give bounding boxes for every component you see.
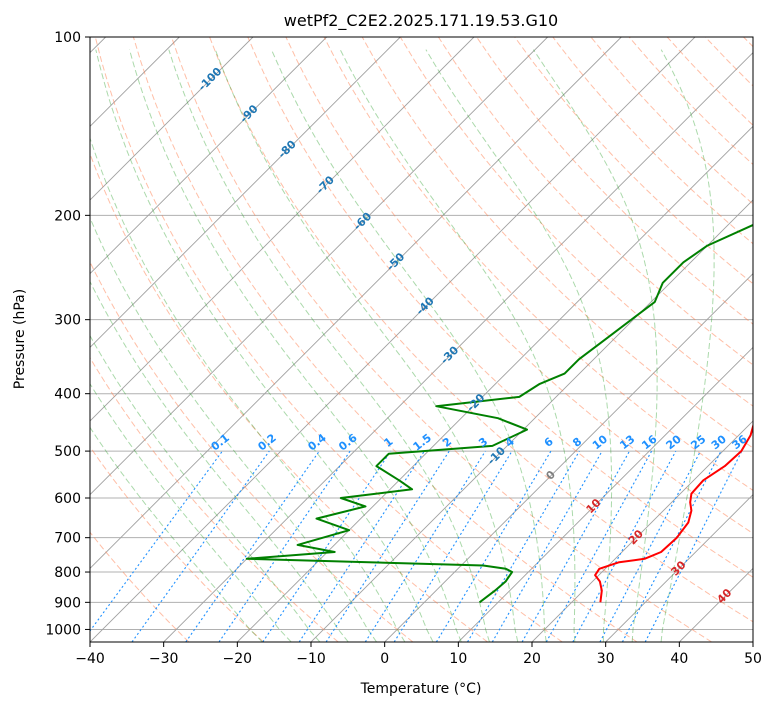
- y-tick-label: 100: [54, 30, 81, 46]
- x-tick-label: −20: [223, 651, 253, 667]
- x-tick-label: 10: [449, 651, 467, 667]
- x-tick-label: 30: [597, 651, 615, 667]
- y-tick-label: 300: [54, 313, 81, 329]
- dewpoint-profile: [245, 223, 753, 604]
- sounding-profiles: [245, 223, 753, 604]
- isotherm-line: [90, 37, 696, 642]
- isotherm-line: [163, 52, 753, 642]
- dry-adiabat: [247, 37, 753, 578]
- y-tick-label: 500: [54, 444, 81, 460]
- dry-adiabat: [209, 37, 753, 623]
- isotherm-line: [90, 37, 622, 569]
- isotherm-line: [90, 37, 548, 496]
- skewt-background-lines: [90, 37, 753, 642]
- dry-adiabat: [90, 446, 264, 642]
- moist-adiabat: [660, 49, 715, 642]
- isotherm-line: [458, 346, 753, 642]
- mixing-ratio-line: [572, 450, 677, 642]
- isotherm-line: [237, 125, 753, 642]
- moist-adiabat: [532, 49, 658, 642]
- plot-frame: [89, 36, 754, 643]
- mixing-ratio-line: [435, 450, 552, 642]
- dry-adiabat: [285, 37, 753, 535]
- dry-adiabat: [94, 37, 563, 642]
- y-tick-label: 1000: [45, 622, 81, 638]
- x-tick-label: 40: [670, 651, 688, 667]
- dry-adiabat: [399, 37, 753, 407]
- x-tick-label: −30: [149, 651, 179, 667]
- temperature-profile: [594, 423, 753, 603]
- moist-adiabat: [90, 136, 406, 642]
- y-tick-label: 800: [54, 565, 81, 581]
- moist-adiabat: [168, 49, 490, 642]
- dry-adiabat: [171, 37, 712, 642]
- x-tick-label: 0: [380, 651, 389, 667]
- moist-adiabat: [90, 334, 321, 642]
- moist-adiabat: [339, 49, 576, 642]
- mixing-ratio-line: [364, 450, 486, 642]
- isotherm-line: [605, 494, 753, 642]
- y-tick-label: 600: [54, 491, 81, 507]
- isotherm-line: [531, 420, 753, 642]
- mixing-ratio-line: [90, 450, 223, 632]
- moist-adiabat: [90, 280, 349, 642]
- isotherm-line: [90, 37, 327, 275]
- moist-adiabat: [270, 49, 547, 642]
- y-tick-label: 700: [54, 531, 81, 547]
- y-tick-label: 200: [54, 208, 81, 224]
- x-tick-label: 20: [523, 651, 541, 667]
- mixing-ratio-line: [521, 450, 630, 642]
- moist-adiabat: [425, 49, 613, 642]
- x-tick-label: 50: [744, 651, 762, 667]
- dry-adiabat: [132, 37, 638, 642]
- moist-adiabat: [90, 216, 378, 642]
- chart-title: wetPf2_C2E2.2025.171.19.53.G10: [284, 11, 558, 31]
- isotherm-line: [90, 37, 475, 422]
- mixing-ratio-line: [325, 450, 450, 642]
- x-axis-ticks: −40 −30 −20 −10 0 10 20 30 40 50: [75, 642, 762, 667]
- mixing-ratio-line: [491, 450, 603, 642]
- x-tick-label: −10: [296, 651, 326, 667]
- y-tick-label: 900: [54, 595, 81, 611]
- mixing-ratio-line: [467, 450, 580, 642]
- dry-adiabat: [90, 531, 190, 642]
- y-axis-title: Pressure (hPa): [12, 289, 28, 389]
- x-tick-label: −40: [75, 651, 105, 667]
- isotherm-line: [90, 37, 254, 201]
- dry-adiabat: [437, 37, 753, 366]
- isotherm-line: [90, 37, 401, 348]
- dry-adiabat: [514, 37, 753, 285]
- dry-adiabat: [90, 260, 414, 642]
- x-axis-title: Temperature (°C): [360, 681, 482, 697]
- dry-adiabat: [90, 152, 488, 642]
- mixing-ratio-line: [545, 450, 653, 642]
- moist-adiabat: [129, 49, 462, 642]
- mixing-ratio-line: [393, 450, 513, 642]
- dry-adiabat: [361, 37, 753, 449]
- y-axis-ticks: 100 200 300 400 500 600 700 800 900 1000: [45, 30, 90, 638]
- moist-adiabat: [95, 49, 434, 642]
- mixing-ratio-line: [131, 450, 270, 642]
- mixing-ratio-line: [185, 450, 320, 642]
- y-tick-label: 400: [54, 387, 81, 403]
- isotherm-line: [384, 273, 753, 642]
